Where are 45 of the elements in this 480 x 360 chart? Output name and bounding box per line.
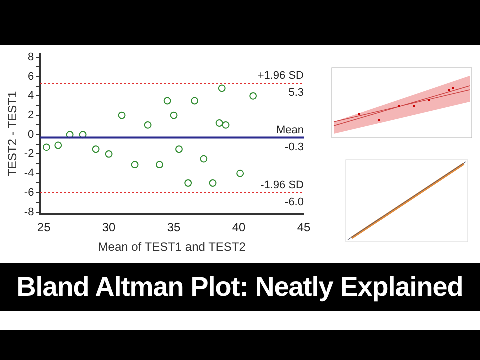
annotation: 5.3	[288, 87, 304, 100]
point	[184, 180, 192, 187]
y-tick-label: 6	[28, 70, 34, 83]
y-tick-label: 4	[28, 90, 34, 102]
ref-line-label: +1.96 SD	[258, 70, 304, 82]
point	[66, 131, 74, 139]
point	[209, 180, 217, 187]
point	[118, 112, 126, 120]
point	[236, 170, 244, 178]
point	[79, 131, 87, 139]
y-tick-label: -4	[24, 168, 34, 180]
point	[216, 120, 224, 127]
y-tick-label: 0	[28, 128, 34, 141]
point	[222, 121, 230, 129]
x-tick-label: 35	[167, 220, 182, 235]
x-axis-title: Mean of TEST1 and TEST2	[98, 240, 246, 254]
point	[191, 97, 199, 105]
annotation: -0.3	[285, 141, 304, 154]
y-axis-title: TEST2 - TEST1	[6, 91, 20, 176]
point	[105, 150, 113, 158]
point	[170, 112, 178, 120]
point	[42, 144, 50, 152]
y-tick-label: -2	[24, 148, 34, 160]
point	[92, 146, 100, 154]
point	[164, 97, 172, 105]
y-tick-label: -8	[24, 206, 34, 218]
point	[131, 161, 139, 169]
x-tick-label: 40	[232, 220, 246, 235]
point	[144, 121, 152, 129]
y-tick-label: -6	[24, 186, 34, 199]
x-tick-label: 30	[102, 220, 116, 235]
annotation: -6.0	[285, 196, 304, 208]
y-tick-label: 2	[28, 110, 34, 122]
ref-line-label: Mean	[276, 124, 304, 136]
point	[250, 92, 258, 100]
point	[54, 142, 62, 150]
point	[176, 146, 183, 154]
y-tick-label: 8	[28, 52, 34, 64]
point	[156, 161, 164, 169]
point	[218, 84, 226, 92]
x-tick-label: 45	[297, 220, 311, 235]
text: Bland Altman Plot: Neatly Explained	[0, 263, 480, 311]
point	[200, 155, 208, 163]
ref-line-label: -1.96 SD	[260, 179, 304, 192]
x-tick-label: 25	[37, 220, 52, 235]
